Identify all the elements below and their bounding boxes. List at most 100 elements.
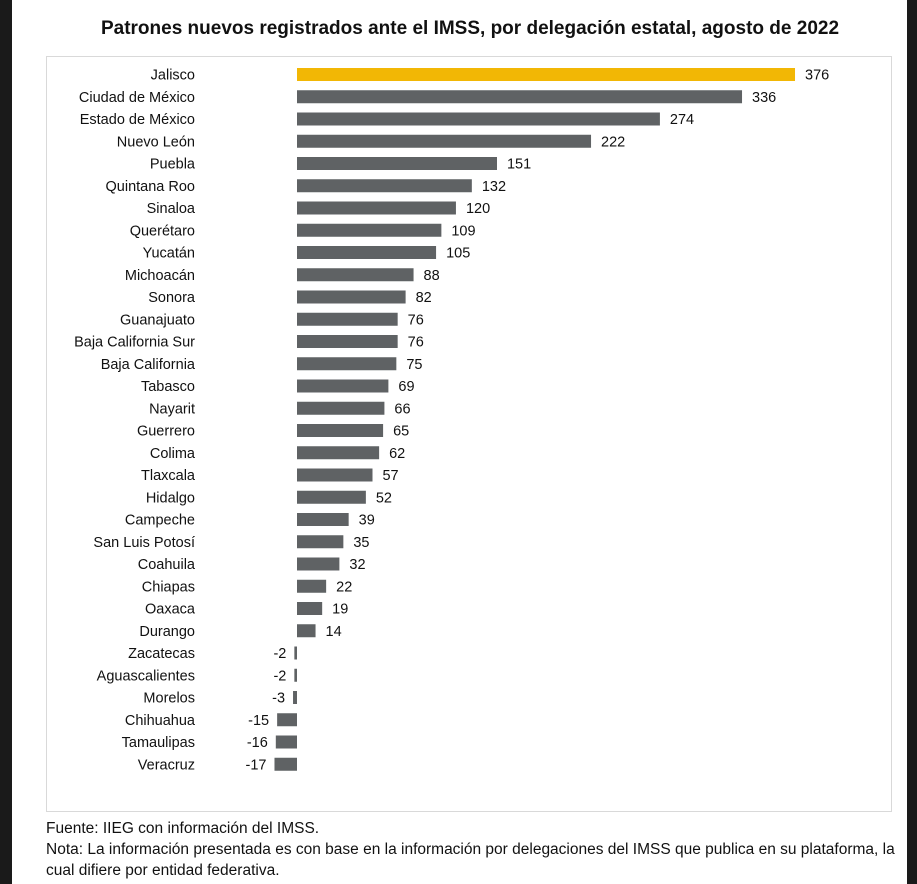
category-label-aguascalientes: Aguascalientes bbox=[97, 668, 195, 684]
value-label-nayarit: 66 bbox=[394, 401, 410, 417]
category-label-ciudad-de-mexico: Ciudad de México bbox=[79, 90, 195, 106]
bar-sonora bbox=[297, 290, 406, 304]
bar-hidalgo bbox=[297, 490, 366, 504]
bar-campeche bbox=[297, 513, 349, 526]
category-label-zacatecas: Zacatecas bbox=[128, 646, 195, 662]
category-label-campeche: Campeche bbox=[125, 513, 195, 529]
category-label-puebla: Puebla bbox=[150, 157, 196, 173]
category-label-colima: Colima bbox=[150, 446, 196, 462]
category-label-coahuila: Coahuila bbox=[138, 557, 196, 573]
value-label-baja-california: 75 bbox=[406, 357, 422, 373]
bar-sinaloa bbox=[297, 201, 456, 215]
value-label-estado-de-mexico: 274 bbox=[670, 112, 694, 128]
category-label-oaxaca: Oaxaca bbox=[145, 602, 196, 618]
category-label-baja-california-sur: Baja California Sur bbox=[74, 335, 195, 351]
value-label-campeche: 39 bbox=[359, 513, 375, 529]
bar-oaxaca bbox=[297, 602, 323, 615]
bar-nayarit bbox=[297, 401, 385, 415]
bar-puebla bbox=[297, 157, 497, 170]
value-label-ciudad-de-mexico: 336 bbox=[752, 90, 776, 106]
category-label-tlaxcala: Tlaxcala bbox=[141, 468, 196, 484]
bar-morelos bbox=[293, 691, 297, 704]
category-label-tamaulipas: Tamaulipas bbox=[122, 735, 195, 751]
category-label-queretaro: Querétaro bbox=[130, 223, 195, 239]
category-label-morelos: Morelos bbox=[143, 691, 195, 707]
value-label-zacatecas: -2 bbox=[273, 646, 286, 662]
value-label-guerrero: 65 bbox=[393, 424, 409, 440]
category-label-tabasco: Tabasco bbox=[141, 379, 195, 395]
bar-nuevo-leon bbox=[297, 134, 592, 148]
bar-baja-california bbox=[297, 357, 397, 371]
bar-yucatan bbox=[297, 246, 437, 259]
category-label-chihuahua: Chihuahua bbox=[125, 713, 196, 729]
source-note: Fuente: IIEG con información del IMSS. bbox=[46, 820, 320, 837]
value-label-san-luis-potosi: 35 bbox=[353, 535, 369, 551]
bar-tlaxcala bbox=[297, 468, 373, 482]
value-label-durango: 14 bbox=[326, 624, 342, 640]
footnotes: Fuente: IIEG con información del IMSS. N… bbox=[46, 818, 908, 881]
bar-guanajuato bbox=[297, 312, 398, 326]
value-label-morelos: -3 bbox=[272, 691, 285, 707]
right-edge-border bbox=[907, 0, 917, 884]
category-label-yucatan: Yucatán bbox=[143, 246, 195, 262]
category-label-guanajuato: Guanajuato bbox=[120, 312, 195, 328]
value-label-tlaxcala: 57 bbox=[382, 468, 398, 484]
methodology-note: Nota: La información presentada es con b… bbox=[46, 841, 895, 879]
plot-area: Jalisco 376 Ciudad de México 336 Estado de M… bbox=[46, 56, 892, 812]
bar-coahuila bbox=[297, 557, 340, 571]
value-label-puebla: 151 bbox=[507, 157, 531, 173]
value-label-jalisco: 376 bbox=[805, 68, 829, 84]
category-label-durango: Durango bbox=[139, 624, 195, 640]
bar-quintana-roo bbox=[297, 179, 472, 193]
value-label-chihuahua: -15 bbox=[248, 713, 269, 729]
bar-jalisco bbox=[297, 68, 796, 81]
bar-estado-de-mexico bbox=[297, 112, 660, 126]
category-label-veracruz: Veracruz bbox=[138, 757, 195, 773]
bar-michoacan bbox=[297, 268, 414, 282]
value-label-colima: 62 bbox=[389, 446, 405, 462]
bar-tabasco bbox=[297, 379, 389, 393]
value-label-hidalgo: 52 bbox=[376, 490, 392, 506]
value-label-chiapas: 22 bbox=[336, 579, 352, 595]
category-label-san-luis-potosi: San Luis Potosí bbox=[93, 535, 195, 551]
bar-baja-california-sur bbox=[297, 335, 398, 348]
category-label-michoacan: Michoacán bbox=[125, 268, 195, 284]
value-label-michoacan: 88 bbox=[424, 268, 440, 284]
category-label-chiapas: Chiapas bbox=[142, 579, 195, 595]
chart-title: Patrones nuevos registrados ante el IMSS… bbox=[100, 18, 840, 39]
bar-tamaulipas bbox=[275, 735, 297, 749]
bar-veracruz bbox=[274, 757, 297, 771]
bar-guerrero bbox=[297, 424, 384, 437]
category-label-guerrero: Guerrero bbox=[137, 424, 195, 440]
value-label-coahuila: 32 bbox=[349, 557, 365, 573]
value-label-quintana-roo: 132 bbox=[482, 179, 506, 195]
category-label-quintana-roo: Quintana Roo bbox=[106, 179, 195, 195]
category-label-estado-de-mexico: Estado de México bbox=[80, 112, 195, 128]
category-label-sonora: Sonora bbox=[148, 290, 196, 306]
bar-aguascalientes bbox=[294, 668, 297, 682]
value-label-baja-california-sur: 76 bbox=[408, 335, 424, 351]
bar-durango bbox=[297, 624, 316, 638]
category-label-sinaloa: Sinaloa bbox=[147, 201, 196, 217]
category-label-nuevo-leon: Nuevo León bbox=[117, 134, 195, 150]
value-label-tamaulipas: -16 bbox=[247, 735, 268, 751]
bar-ciudad-de-mexico bbox=[297, 90, 743, 104]
bar-queretaro bbox=[297, 223, 442, 237]
bar-zacatecas bbox=[294, 646, 297, 660]
category-label-nayarit: Nayarit bbox=[149, 401, 195, 417]
value-label-sonora: 82 bbox=[416, 290, 432, 306]
category-label-hidalgo: Hidalgo bbox=[146, 490, 195, 506]
value-label-oaxaca: 19 bbox=[332, 602, 348, 618]
category-label-jalisco: Jalisco bbox=[151, 68, 195, 84]
value-label-queretaro: 109 bbox=[451, 223, 475, 239]
bar-san-luis-potosi bbox=[297, 535, 344, 549]
value-label-sinaloa: 120 bbox=[466, 201, 490, 217]
category-label-baja-california: Baja California bbox=[101, 357, 196, 373]
value-label-nuevo-leon: 222 bbox=[601, 134, 625, 150]
bar-chart: Jalisco 376 Ciudad de México 336 Estado de M… bbox=[74, 68, 829, 774]
value-label-aguascalientes: -2 bbox=[273, 668, 286, 684]
value-label-yucatan: 105 bbox=[446, 246, 470, 262]
value-label-veracruz: -17 bbox=[246, 757, 267, 773]
bar-chihuahua bbox=[277, 713, 297, 727]
bar-chiapas bbox=[297, 579, 327, 593]
